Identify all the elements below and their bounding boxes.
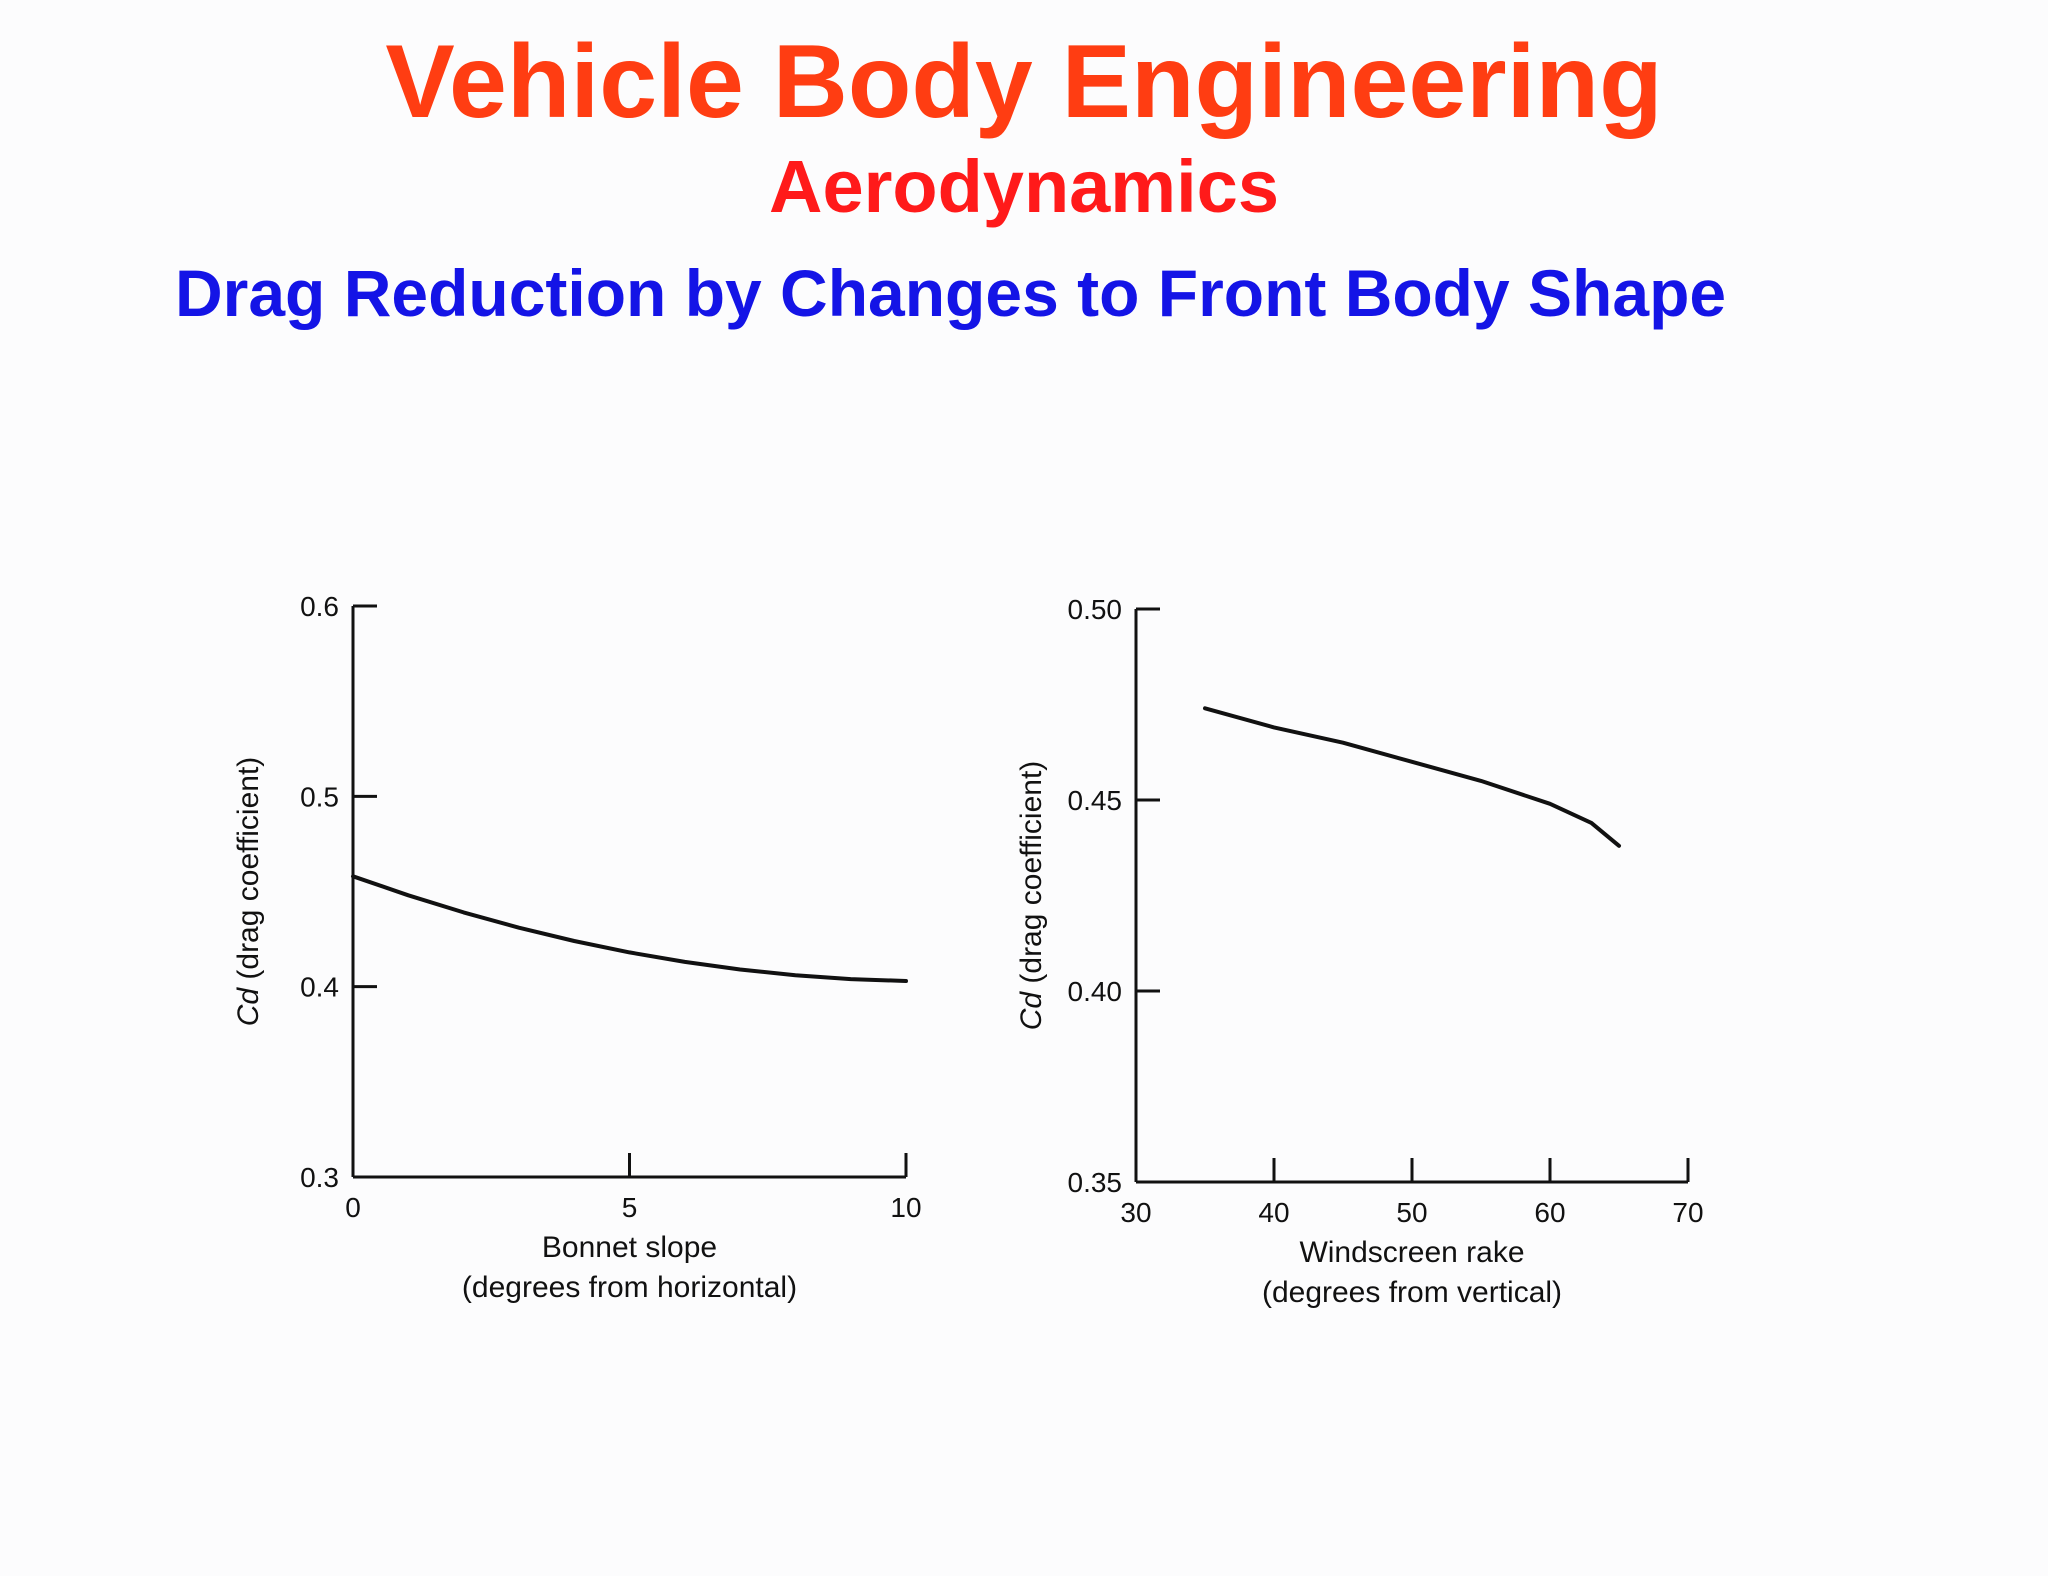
chart-2: 0.35 0.40 0.45 0.50 30 40 50 60 70 Windscreen rak… <box>1015 594 1704 1309</box>
x-tick-label: 30 <box>1120 1197 1151 1228</box>
y-axis-symbol: Cd <box>1015 991 1048 1031</box>
y-tick-label: 0.3 <box>300 1162 339 1193</box>
y-tick-label: 0.4 <box>300 972 339 1003</box>
y-axis-text: (drag coefficient) <box>232 757 265 988</box>
slide-title: Vehicle Body Engineering <box>385 24 1663 140</box>
x-tick-label: 0 <box>345 1192 361 1223</box>
slide-subtitle: Aerodynamics <box>769 145 1279 228</box>
x-axis-title: Windscreen rake <box>1299 1236 1524 1269</box>
y-tick-label: 0.5 <box>300 781 339 812</box>
x-axis-title: (degrees from vertical) <box>1262 1276 1562 1309</box>
chart-1: 0.3 0.4 0.5 0.6 0 5 10 Bonnet slope (degrees fro… <box>232 591 922 1304</box>
x-tick-label: 10 <box>890 1192 921 1223</box>
y-axis-title: Cd (drag coefficient) <box>1015 761 1048 1031</box>
x-tick-label: 50 <box>1396 1197 1427 1228</box>
y-axis-title: Cd (drag coefficient) <box>232 757 265 1027</box>
y-tick-label: 0.40 <box>1068 976 1123 1007</box>
slide-heading: Drag Reduction by Changes to Front Body … <box>175 256 1727 330</box>
x-tick-label: 60 <box>1534 1197 1565 1228</box>
series-line <box>1203 706 1621 848</box>
x-tick-label: 40 <box>1258 1197 1289 1228</box>
x-tick-label: 5 <box>622 1192 638 1223</box>
x-tick-label: 70 <box>1672 1197 1703 1228</box>
x-axis-title: (degrees from horizontal) <box>462 1271 797 1304</box>
y-tick-label: 0.35 <box>1068 1167 1123 1198</box>
y-tick-label: 0.45 <box>1068 785 1123 816</box>
y-axis-text: (drag coefficient) <box>1015 761 1048 992</box>
series-line <box>351 874 908 983</box>
y-tick-label: 0.6 <box>300 591 339 622</box>
x-axis-title: Bonnet slope <box>542 1231 717 1264</box>
y-axis-symbol: Cd <box>232 987 265 1027</box>
y-tick-label: 0.50 <box>1068 594 1123 625</box>
